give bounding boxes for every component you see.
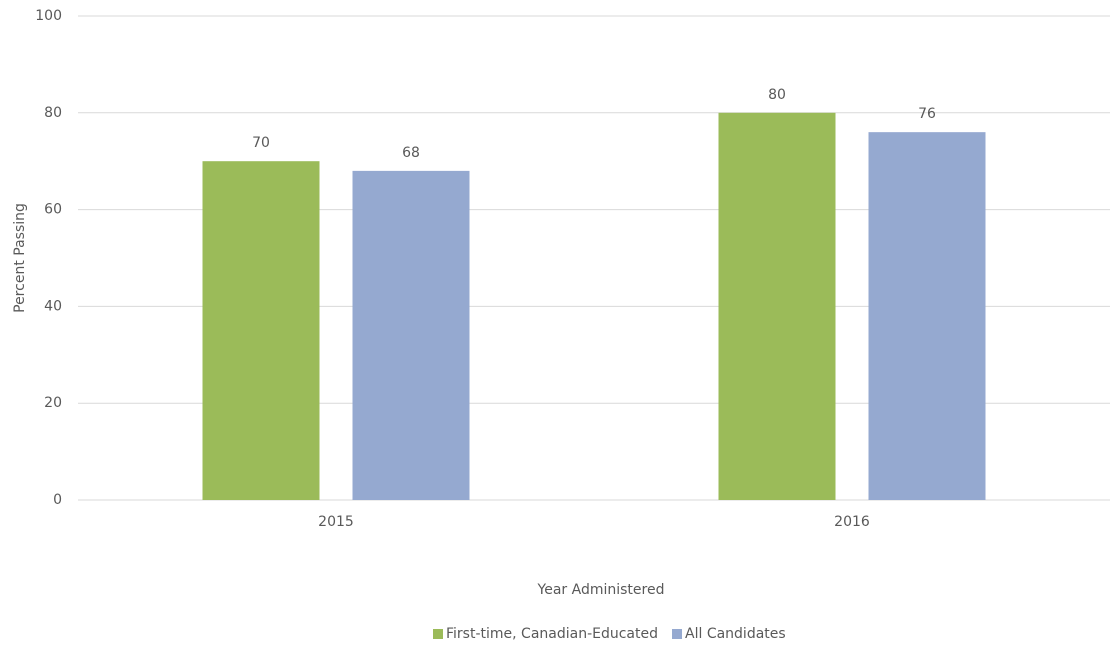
data-label: 80 [768, 87, 786, 103]
data-label: 70 [252, 135, 270, 151]
y-axis-title: Percent Passing [12, 203, 28, 313]
bar [868, 132, 986, 500]
data-label: 68 [402, 145, 420, 161]
data-label: 76 [918, 106, 936, 122]
y-tick-label: 20 [44, 395, 62, 411]
x-tick-label: 2016 [834, 514, 870, 530]
y-tick-label: 60 [44, 202, 62, 218]
bar [202, 161, 320, 500]
y-tick-label: 40 [44, 298, 62, 314]
legend-label: First-time, Canadian-Educated [446, 626, 658, 642]
y-tick-label: 100 [35, 8, 62, 24]
x-tick-label: 2015 [318, 514, 354, 530]
y-tick-label: 80 [44, 105, 62, 121]
x-axis-title: Year Administered [537, 582, 665, 598]
legend-label: All Candidates [685, 626, 786, 642]
y-tick-label: 0 [53, 492, 62, 508]
legend-swatch [433, 629, 443, 639]
legend-swatch [672, 629, 683, 639]
bar [718, 112, 836, 501]
bar [352, 170, 470, 500]
